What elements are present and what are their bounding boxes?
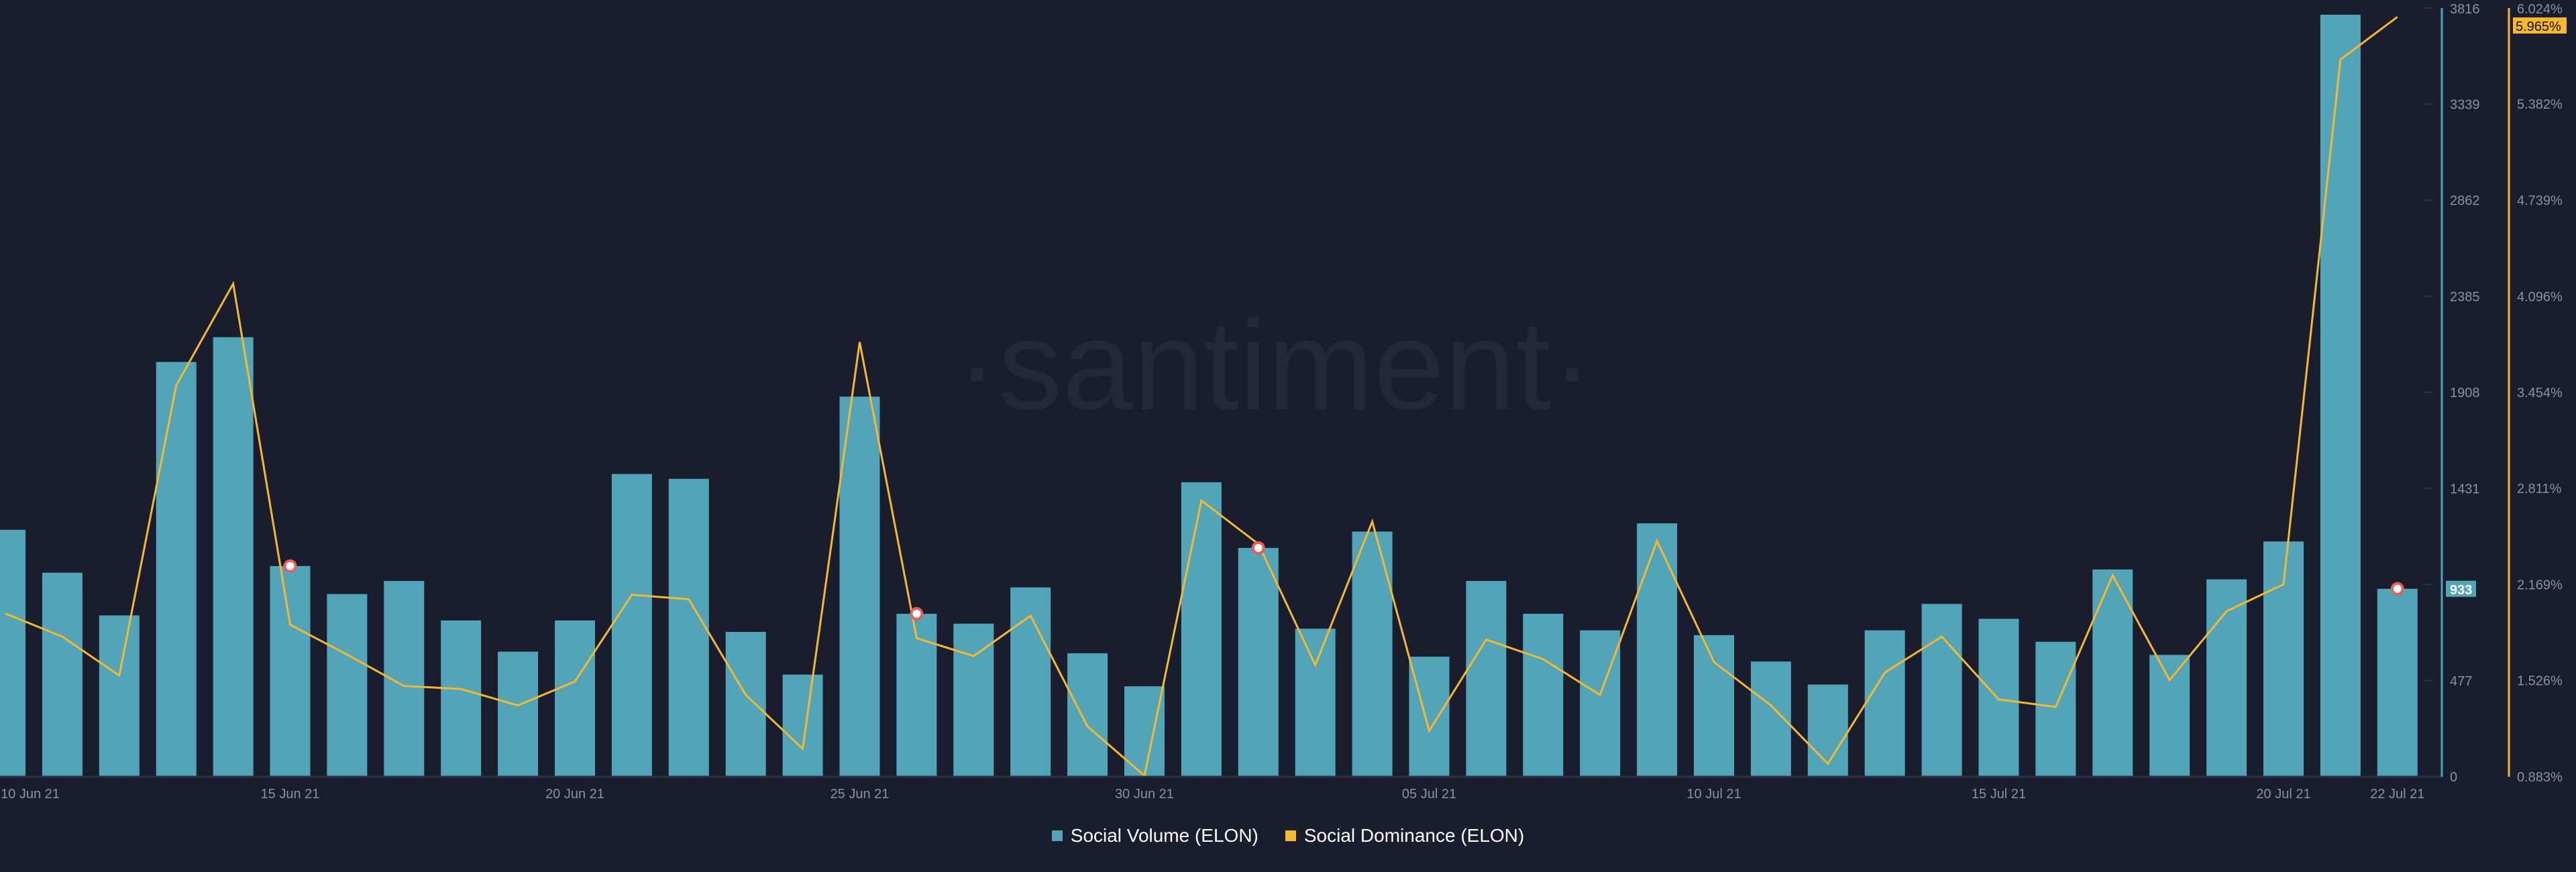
bar-social-volume <box>0 529 25 777</box>
watermark: ·santiment· <box>956 294 1593 437</box>
bar-social-volume <box>441 620 482 777</box>
bar-social-volume <box>668 478 709 777</box>
event-marker <box>1251 541 1265 555</box>
x-tick-label: 20 Jul 21 <box>2256 787 2310 802</box>
y-right-tick-label: 5.382% <box>2517 97 2563 112</box>
bar-social-volume <box>270 565 311 777</box>
bar-social-volume <box>1181 482 1222 777</box>
legend: Social Volume (ELON) Social Dominance (E… <box>0 825 2576 847</box>
current-dominance-badge <box>2513 17 2567 34</box>
bar-social-volume <box>1124 686 1165 777</box>
legend-swatch <box>1285 830 1296 841</box>
current-volume-badge <box>2446 580 2476 597</box>
y-right-tick-label: 1.526% <box>2517 674 2563 689</box>
x-tick-label: 10 Jun 21 <box>1 787 60 802</box>
bar-social-volume <box>2149 655 2190 777</box>
y-left-tick-label: 2862 <box>2450 194 2480 209</box>
legend-label: Social Volume (ELON) <box>1070 825 1258 846</box>
legend-social-volume[interactable]: Social Volume (ELON) <box>1051 825 1258 847</box>
bar-social-volume <box>839 396 880 777</box>
bar-social-volume <box>1694 635 1734 777</box>
x-tick-label: 15 Jun 21 <box>261 787 320 802</box>
bar-social-volume <box>1580 630 1621 777</box>
y-right-tick-label: 4.739% <box>2517 193 2563 208</box>
bar-social-volume <box>1523 614 1564 777</box>
bar-social-volume <box>1466 581 1507 777</box>
legend-swatch <box>1051 830 1063 841</box>
legend-social-dominance[interactable]: Social Dominance (ELON) <box>1285 825 1524 847</box>
y-right-tick-label: 3.454% <box>2517 386 2563 400</box>
bar-social-volume <box>1067 653 1108 777</box>
bar-social-volume <box>99 615 140 777</box>
bar-social-volume <box>2377 588 2418 777</box>
y-left-tick-label: 3816 <box>2450 2 2480 17</box>
bar-social-volume <box>156 362 197 777</box>
bar-social-volume <box>1864 630 1905 777</box>
y-right-tick-label: 4.096% <box>2517 290 2563 305</box>
y-right-tick-label: 2.169% <box>2517 578 2563 592</box>
x-tick-label: 25 Jun 21 <box>830 787 890 802</box>
y-left-tick-label: 1908 <box>2450 386 2480 400</box>
bar-social-volume <box>213 337 254 777</box>
current-volume-label: 933 <box>2450 583 2472 598</box>
x-tick-label: 15 Jul 21 <box>1972 787 2026 802</box>
bar-social-volume <box>611 474 652 777</box>
bar-social-volume <box>1807 684 1848 777</box>
event-marker <box>910 607 924 621</box>
y-left-tick-label: 0 <box>2450 770 2457 785</box>
bar-social-volume <box>1295 629 1336 777</box>
bar-social-volume <box>42 572 83 777</box>
bar-social-volume <box>1637 523 1678 777</box>
bar-social-volume <box>725 632 766 777</box>
event-marker <box>283 559 297 573</box>
bar-social-volume <box>2035 641 2076 777</box>
bar-social-volume <box>1352 531 1393 777</box>
social-dominance-line <box>5 15 2398 778</box>
y-left-tick-label: 2385 <box>2450 290 2480 305</box>
y-right-tick-label: 0.883% <box>2517 770 2563 785</box>
bar-social-volume <box>1409 657 1450 777</box>
legend-label: Social Dominance (ELON) <box>1303 825 1525 846</box>
x-tick-label: 05 Jul 21 <box>1402 787 1456 802</box>
x-tick-label: 20 Jun 21 <box>545 787 604 802</box>
bar-social-volume <box>2320 14 2361 777</box>
x-tick-label: 22 Jul 21 <box>2370 787 2424 802</box>
bar-social-volume <box>896 614 937 777</box>
bar-social-volume <box>327 594 368 777</box>
current-dominance-label: 5.965% <box>2516 19 2561 34</box>
event-marker <box>2390 582 2404 596</box>
bar-social-volume <box>1921 604 1962 777</box>
y-left-tick-label: 477 <box>2450 674 2472 689</box>
bar-social-volume <box>2206 579 2247 777</box>
bar-social-volume <box>1978 618 2019 777</box>
bar-social-volume <box>555 620 595 777</box>
bar-social-volume <box>1238 547 1279 777</box>
y-left-tick-label: 3339 <box>2450 97 2480 112</box>
bar-social-volume <box>498 651 539 777</box>
x-tick-label: 30 Jun 21 <box>1115 787 1174 802</box>
y-left-tick-label: 1431 <box>2450 482 2480 496</box>
bar-social-volume <box>1010 587 1051 777</box>
y-right-tick-label: 2.811% <box>2517 482 2562 496</box>
bar-social-volume <box>953 623 994 777</box>
bar-social-volume <box>782 674 823 777</box>
x-tick-label: 10 Jul 21 <box>1686 787 1741 802</box>
y-right-tick-label: 6.024% <box>2517 2 2563 17</box>
